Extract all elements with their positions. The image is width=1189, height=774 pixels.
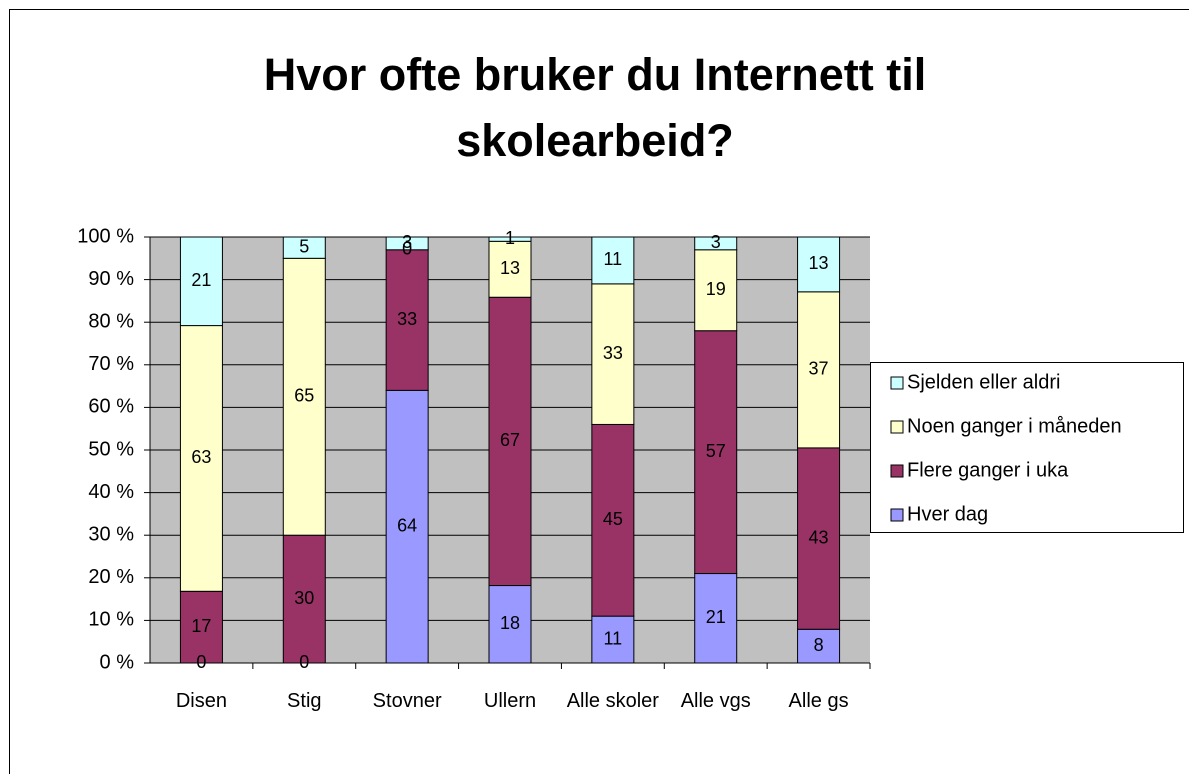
legend-label: Sjelden eller aldri	[907, 371, 1060, 393]
y-tick-label: 100 %	[77, 225, 134, 247]
data-label: 21	[191, 270, 211, 290]
y-tick-label: 90 %	[88, 268, 134, 290]
bar-segment	[591, 615, 635, 664]
bar-segment	[385, 389, 429, 664]
bar-segment	[282, 236, 326, 259]
legend-box	[870, 362, 1184, 533]
data-label: 30	[294, 588, 314, 608]
bar-segment	[282, 257, 326, 536]
data-label: 64	[397, 515, 417, 535]
bar-segment	[797, 236, 841, 293]
data-label: 11	[604, 628, 623, 648]
y-tick-label: 30 %	[88, 523, 134, 545]
x-tick-label: Ullern	[483, 690, 537, 712]
data-label: 0	[299, 652, 309, 672]
bar-segment	[488, 585, 532, 664]
data-label: 33	[397, 309, 417, 329]
chart-title: Hvor ofte bruker du Internett til skolea…	[263, 49, 927, 166]
data-label: 37	[809, 359, 829, 379]
bar-segment	[797, 447, 841, 630]
data-label: 8	[814, 635, 824, 655]
data-label: 3	[402, 232, 412, 252]
bar-segment	[385, 236, 429, 251]
bar-segment	[797, 291, 841, 449]
y-tick-label: 40 %	[88, 481, 134, 503]
legend-swatch	[890, 508, 904, 522]
x-tick-label: Alle skoler	[566, 690, 659, 712]
data-label: 63	[191, 447, 211, 467]
bar-segment	[694, 573, 738, 664]
bar-segment	[179, 590, 223, 664]
x-tick-label: Stovner	[372, 690, 442, 712]
data-label: 33	[603, 343, 623, 363]
data-label: 18	[500, 613, 520, 633]
data-label: 19	[706, 279, 726, 299]
x-tick-label: Alle vgs	[680, 690, 751, 712]
bar-segment	[591, 236, 635, 285]
bar-segment	[488, 296, 532, 587]
data-label: 5	[299, 236, 309, 256]
data-label: 65	[294, 386, 314, 406]
legend-label: Noen ganger i måneden	[907, 415, 1122, 437]
legend-swatch	[890, 420, 904, 434]
bar-segment	[282, 534, 326, 664]
legend-swatch	[890, 464, 904, 478]
y-tick-label: 80 %	[88, 310, 134, 332]
x-tick-label: Disen	[175, 690, 227, 712]
y-tick-label: 0 %	[100, 651, 135, 673]
legend-label: Flere ganger i uka	[907, 459, 1069, 481]
data-label: 13	[809, 253, 829, 273]
y-tick-label: 70 %	[88, 353, 134, 375]
data-label: 67	[500, 430, 520, 450]
bar-segment	[694, 236, 738, 251]
x-tick-label: Alle gs	[788, 690, 849, 712]
bar-segment	[385, 249, 429, 391]
bar-segment	[179, 236, 223, 327]
legend-swatch	[890, 376, 904, 390]
y-tick-label: 60 %	[88, 396, 134, 418]
data-label: 1	[505, 228, 515, 248]
bar-segment	[488, 240, 532, 298]
data-label: 3	[711, 232, 721, 252]
data-label: 57	[706, 441, 726, 461]
bar-segment	[797, 628, 841, 664]
legend-label: Hver dag	[907, 503, 988, 525]
data-label: 13	[500, 258, 520, 278]
x-tick-label: Stig	[287, 690, 322, 712]
bar-segment	[179, 325, 223, 592]
data-label: 0	[196, 652, 206, 672]
y-tick-label: 20 %	[88, 566, 134, 588]
y-tick-label: 10 %	[88, 609, 134, 631]
data-label: 45	[603, 509, 623, 529]
data-label: 17	[191, 616, 211, 636]
data-label: 0	[402, 239, 412, 259]
y-tick-label: 50 %	[88, 438, 134, 460]
bar-segment	[694, 249, 738, 332]
bar-segment	[488, 236, 532, 242]
data-label: 43	[809, 527, 829, 547]
data-label: 11	[604, 249, 623, 269]
bar-segment	[591, 283, 635, 425]
data-label: 21	[706, 607, 726, 627]
bar-segment	[591, 423, 635, 617]
bar-segment	[694, 330, 738, 575]
